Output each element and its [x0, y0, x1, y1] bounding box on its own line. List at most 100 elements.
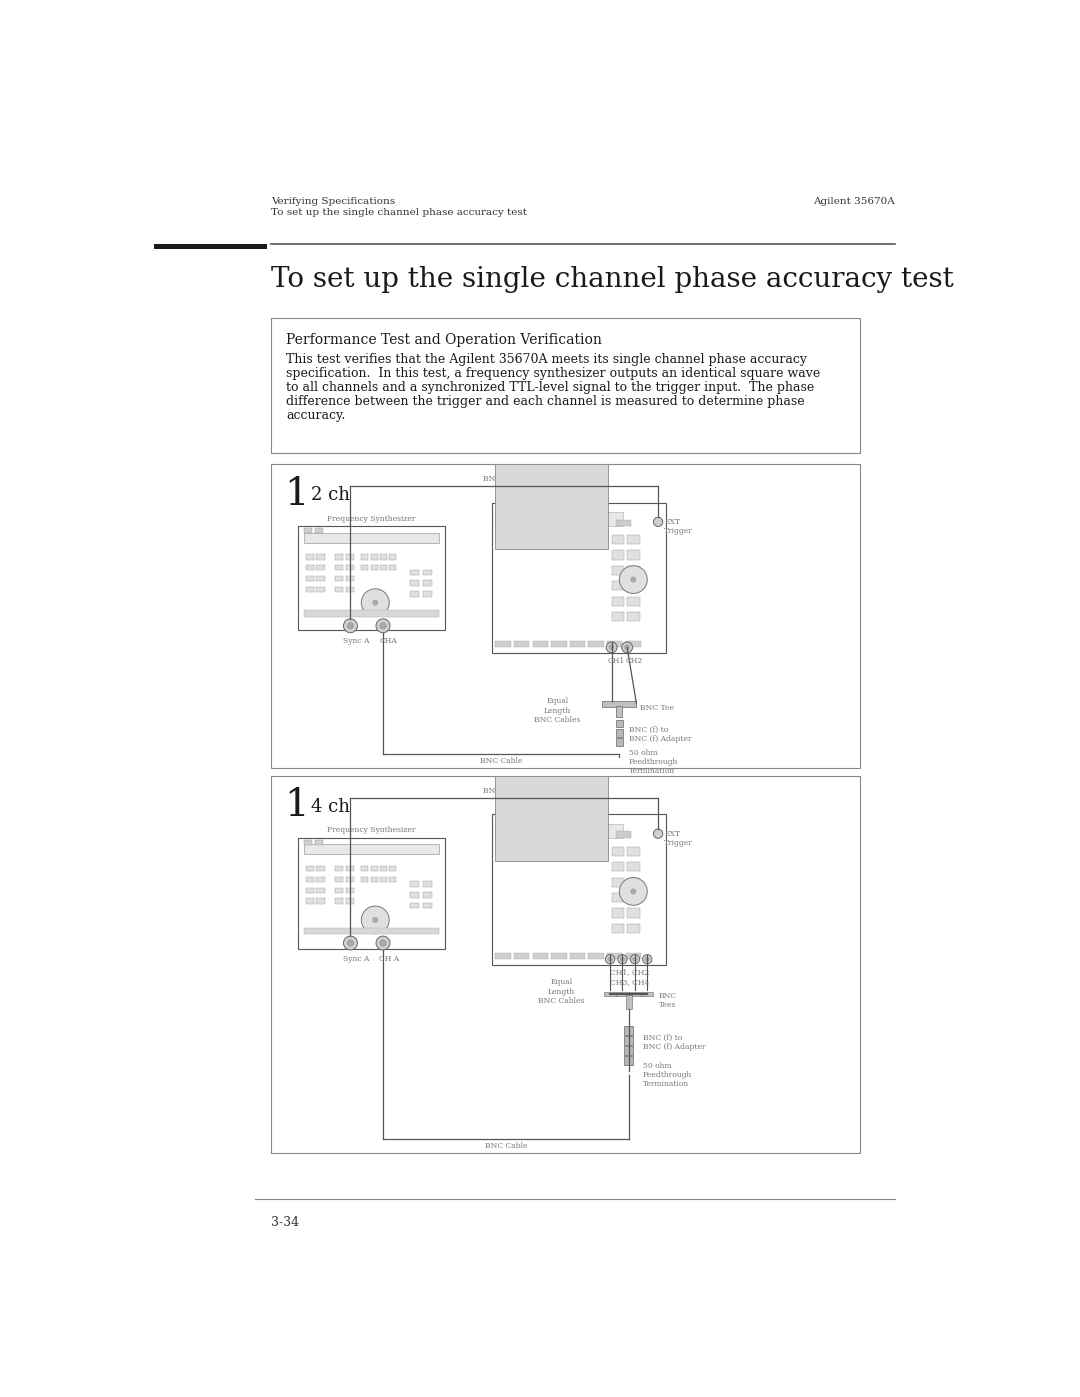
Bar — [624, 1056, 633, 1065]
Bar — [370, 866, 378, 872]
Bar — [616, 738, 623, 746]
Bar — [625, 641, 642, 647]
Bar — [370, 877, 378, 882]
Text: 2 ch: 2 ch — [311, 486, 350, 504]
Circle shape — [380, 623, 387, 629]
Bar — [298, 525, 445, 630]
Text: Performance Test and Operation Verification: Performance Test and Operation Verificat… — [286, 334, 602, 348]
Bar — [616, 831, 631, 838]
Bar — [410, 882, 419, 887]
Text: This test verifies that the Agilent 35670A meets its single channel phase accura: This test verifies that the Agilent 3567… — [286, 353, 807, 366]
Bar — [303, 844, 438, 855]
Bar — [627, 597, 639, 606]
Text: Verifying Specifications: Verifying Specifications — [271, 197, 395, 205]
Bar — [589, 641, 604, 647]
Circle shape — [621, 957, 624, 961]
Text: CH A: CH A — [379, 954, 400, 963]
Bar — [627, 566, 639, 576]
Bar — [316, 887, 325, 893]
Bar — [389, 555, 396, 560]
Bar — [642, 992, 653, 996]
Circle shape — [362, 588, 389, 616]
Bar — [603, 701, 636, 707]
Bar — [306, 877, 314, 882]
Bar — [611, 847, 624, 856]
Text: BNC Tee: BNC Tee — [639, 704, 674, 712]
Circle shape — [618, 954, 627, 964]
Bar — [306, 564, 314, 570]
Text: Agilent 35670A: Agilent 35670A — [813, 197, 894, 205]
Bar — [362, 877, 368, 882]
Circle shape — [653, 828, 663, 838]
Bar — [346, 587, 354, 592]
Bar — [611, 550, 624, 560]
Text: specification.  In this test, a frequency synthesizer outputs an identical squar: specification. In this test, a frequency… — [286, 367, 821, 380]
Bar — [316, 576, 325, 581]
Bar — [389, 564, 396, 570]
Bar — [346, 866, 354, 872]
Bar — [303, 532, 438, 542]
Text: difference between the trigger and each channel is measured to determine phase: difference between the trigger and each … — [286, 395, 805, 408]
Text: BNC
Tees: BNC Tees — [659, 992, 677, 1009]
Bar — [496, 464, 608, 549]
Bar — [496, 775, 608, 861]
Circle shape — [619, 566, 647, 594]
Bar — [335, 866, 343, 872]
Text: To set up the single channel phase accuracy test: To set up the single channel phase accur… — [271, 208, 527, 217]
Bar — [346, 898, 354, 904]
Bar — [314, 840, 323, 845]
Bar — [380, 555, 387, 560]
Bar — [532, 641, 548, 647]
Circle shape — [631, 888, 636, 894]
Bar — [624, 1037, 633, 1045]
Text: Trigger: Trigger — [664, 840, 693, 847]
Bar — [389, 866, 396, 872]
Bar — [362, 555, 368, 560]
Text: 1: 1 — [284, 475, 309, 513]
Text: BNC (f) to
BNC (f) Adapter: BNC (f) to BNC (f) Adapter — [629, 726, 691, 743]
Text: CH3, CH4: CH3, CH4 — [610, 978, 649, 986]
Text: Equal
Length
BNC Cables: Equal Length BNC Cables — [538, 978, 584, 1004]
Text: Frequency Synthesizer: Frequency Synthesizer — [327, 827, 416, 834]
Text: Trigger: Trigger — [664, 527, 693, 535]
Bar — [496, 641, 511, 647]
Text: 4 ch: 4 ch — [311, 798, 350, 816]
Bar — [314, 528, 323, 534]
Bar — [410, 591, 419, 597]
Bar — [346, 576, 354, 581]
Bar — [335, 587, 343, 592]
Bar — [617, 992, 629, 996]
Bar — [624, 1046, 633, 1055]
Text: Sync A: Sync A — [342, 637, 369, 645]
Bar — [316, 877, 325, 882]
Bar — [410, 893, 419, 898]
Bar — [616, 729, 623, 736]
Text: CHA: CHA — [379, 637, 397, 645]
Bar — [627, 535, 639, 545]
Bar — [410, 580, 419, 585]
Bar — [335, 887, 343, 893]
Bar — [380, 866, 387, 872]
Bar — [496, 953, 511, 960]
Bar — [335, 877, 343, 882]
Bar — [627, 550, 639, 560]
Circle shape — [343, 619, 357, 633]
Text: BNC Cable: BNC Cable — [485, 1143, 527, 1151]
Bar — [380, 877, 387, 882]
Bar — [335, 898, 343, 904]
Circle shape — [619, 877, 647, 905]
Bar — [627, 923, 639, 933]
Bar — [611, 908, 624, 918]
Bar — [514, 953, 529, 960]
Circle shape — [380, 940, 387, 946]
Text: CH2: CH2 — [625, 657, 643, 665]
Bar — [306, 555, 314, 560]
Bar — [625, 953, 642, 960]
Bar — [627, 862, 639, 872]
Bar — [611, 535, 624, 545]
Text: Frequency Synthesizer: Frequency Synthesizer — [327, 514, 416, 522]
Circle shape — [376, 619, 390, 633]
Bar — [410, 902, 419, 908]
Circle shape — [609, 645, 613, 650]
Circle shape — [606, 954, 615, 964]
